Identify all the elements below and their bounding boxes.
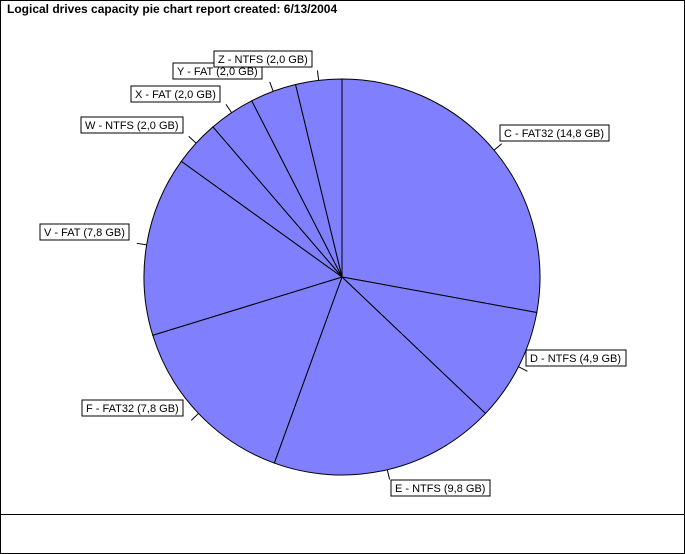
slice-label-text: X - FAT (2,0 GB) bbox=[135, 89, 216, 101]
slice-label-text: F - FAT32 (7,8 GB) bbox=[86, 403, 179, 415]
leader-line bbox=[316, 70, 320, 81]
footer-divider bbox=[1, 514, 684, 515]
slice-label-text: C - FAT32 (14,8 GB) bbox=[504, 128, 604, 140]
slice-label: E - NTFS (9,8 GB) bbox=[390, 479, 491, 497]
slice-label: F - FAT32 (7,8 GB) bbox=[81, 399, 184, 417]
slice-label-box bbox=[213, 50, 313, 68]
slice-label-box bbox=[80, 116, 184, 134]
leader-line bbox=[190, 413, 199, 421]
slice-label-box bbox=[390, 479, 491, 497]
slice-label: X - FAT (2,0 GB) bbox=[130, 85, 221, 103]
slice-label-text: D - NTFS (4,9 GB) bbox=[530, 353, 621, 365]
slice-label-text: V - FAT (7,8 GB) bbox=[44, 227, 125, 239]
slice-label: D - NTFS (4,9 GB) bbox=[525, 349, 627, 367]
pie-slice bbox=[294, 78, 343, 278]
slice-label-text: W - NTFS (2,0 GB) bbox=[85, 120, 179, 132]
slice-label: C - FAT32 (14,8 GB) bbox=[499, 124, 610, 142]
slice-label: W - NTFS (2,0 GB) bbox=[80, 116, 184, 134]
pie-slices bbox=[143, 78, 541, 476]
leader-line bbox=[136, 242, 147, 246]
pie-slice bbox=[341, 78, 541, 314]
leader-line bbox=[518, 366, 528, 372]
leader-line bbox=[225, 104, 232, 113]
slice-labels: C - FAT32 (14,8 GB) D - NTFS (4,9 GB) E - … bbox=[39, 50, 627, 497]
slice-label-box bbox=[39, 223, 130, 241]
slice-label-box bbox=[525, 349, 627, 367]
slice-label-text: Z - NTFS (2,0 GB) bbox=[218, 54, 308, 66]
leader-line bbox=[188, 135, 197, 144]
slice-label-box bbox=[499, 124, 610, 142]
slice-label-text: Y - FAT (2,0 GB) bbox=[177, 66, 258, 78]
pie-slice bbox=[143, 160, 344, 336]
leader-line bbox=[493, 143, 503, 151]
slice-label-text: E - NTFS (9,8 GB) bbox=[395, 483, 485, 495]
slice-label: Z - NTFS (2,0 GB) bbox=[213, 50, 313, 68]
slice-label: V - FAT (7,8 GB) bbox=[39, 223, 130, 241]
chart-title: Logical drives capacity pie chart report… bbox=[7, 2, 338, 16]
leader-line bbox=[269, 81, 274, 92]
slice-label-box bbox=[130, 85, 221, 103]
leader-line bbox=[386, 469, 391, 480]
slice-label-box bbox=[81, 399, 184, 417]
